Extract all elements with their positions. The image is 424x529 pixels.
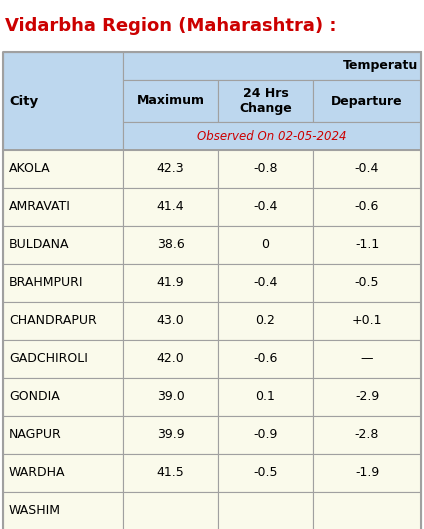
Text: City: City (9, 95, 38, 107)
Text: 0: 0 (262, 239, 270, 251)
Bar (123, 80, 218, 122)
Bar (3, 226, 123, 264)
Text: -0.4: -0.4 (355, 162, 379, 176)
Bar (218, 454, 313, 492)
Text: NAGPUR: NAGPUR (9, 428, 62, 442)
Bar (218, 264, 313, 302)
Text: 38.6: 38.6 (156, 239, 184, 251)
Bar (3, 150, 421, 529)
Text: 41.9: 41.9 (157, 277, 184, 289)
Bar (313, 492, 421, 529)
Text: 24 Hrs
Change: 24 Hrs Change (239, 87, 292, 115)
Text: WARDHA: WARDHA (9, 467, 65, 479)
Bar (123, 454, 218, 492)
Text: 41.5: 41.5 (156, 467, 184, 479)
Bar (218, 416, 313, 454)
Bar (123, 378, 218, 416)
Bar (3, 52, 421, 150)
Bar (123, 492, 218, 529)
Bar (123, 150, 218, 188)
Bar (123, 302, 218, 340)
Bar (3, 302, 123, 340)
Bar (3, 454, 123, 492)
Bar (313, 378, 421, 416)
Bar (123, 52, 421, 80)
Text: AMRAVATI: AMRAVATI (9, 200, 71, 214)
Bar (3, 264, 123, 302)
Text: Temperatu: Temperatu (343, 59, 418, 72)
Bar (218, 188, 313, 226)
Text: GADCHIROLI: GADCHIROLI (9, 352, 88, 366)
Bar (218, 492, 313, 529)
Text: BULDANA: BULDANA (9, 239, 70, 251)
Bar (313, 302, 421, 340)
Text: 42.0: 42.0 (156, 352, 184, 366)
Bar (218, 150, 313, 188)
Text: Vidarbha Region (Maharashtra) :: Vidarbha Region (Maharashtra) : (5, 17, 337, 35)
Text: 39.9: 39.9 (157, 428, 184, 442)
Bar (123, 264, 218, 302)
Bar (123, 188, 218, 226)
Text: -0.8: -0.8 (253, 162, 278, 176)
Text: WASHIM: WASHIM (9, 505, 61, 517)
Text: +0.1: +0.1 (352, 315, 382, 327)
Text: -2.9: -2.9 (355, 390, 379, 404)
Text: AKOLA: AKOLA (9, 162, 50, 176)
Bar (313, 340, 421, 378)
Text: -0.6: -0.6 (355, 200, 379, 214)
Text: BRAHMPURI: BRAHMPURI (9, 277, 84, 289)
Text: 0.2: 0.2 (256, 315, 276, 327)
Text: Departure: Departure (331, 95, 403, 107)
Bar (218, 340, 313, 378)
Text: -0.5: -0.5 (355, 277, 379, 289)
Text: -0.4: -0.4 (253, 277, 278, 289)
Bar (3, 188, 123, 226)
Bar (313, 454, 421, 492)
Bar (313, 80, 421, 122)
Text: Observed On 02-05-2024: Observed On 02-05-2024 (197, 130, 347, 142)
Bar (123, 340, 218, 378)
Bar (123, 226, 218, 264)
Bar (3, 416, 123, 454)
Bar (3, 150, 123, 188)
Text: -1.9: -1.9 (355, 467, 379, 479)
Text: -0.9: -0.9 (253, 428, 278, 442)
Text: 39.0: 39.0 (156, 390, 184, 404)
Bar (218, 302, 313, 340)
Bar (3, 340, 123, 378)
Bar (313, 150, 421, 188)
Bar (218, 226, 313, 264)
Bar (123, 122, 421, 150)
Bar (123, 416, 218, 454)
Bar (313, 188, 421, 226)
Bar (218, 80, 313, 122)
Text: 42.3: 42.3 (157, 162, 184, 176)
Text: —: — (361, 352, 373, 366)
Bar (3, 378, 123, 416)
Bar (313, 226, 421, 264)
Bar (3, 492, 123, 529)
Text: 43.0: 43.0 (156, 315, 184, 327)
Bar (3, 52, 123, 150)
Text: GONDIA: GONDIA (9, 390, 60, 404)
Text: -0.4: -0.4 (253, 200, 278, 214)
Text: -0.6: -0.6 (253, 352, 278, 366)
Bar (313, 264, 421, 302)
Text: CHANDRAPUR: CHANDRAPUR (9, 315, 97, 327)
Text: 41.4: 41.4 (157, 200, 184, 214)
Text: -2.8: -2.8 (355, 428, 379, 442)
Text: -0.5: -0.5 (253, 467, 278, 479)
Bar (218, 378, 313, 416)
Text: Maximum: Maximum (137, 95, 204, 107)
Text: 0.1: 0.1 (256, 390, 276, 404)
Text: -1.1: -1.1 (355, 239, 379, 251)
Bar (313, 416, 421, 454)
